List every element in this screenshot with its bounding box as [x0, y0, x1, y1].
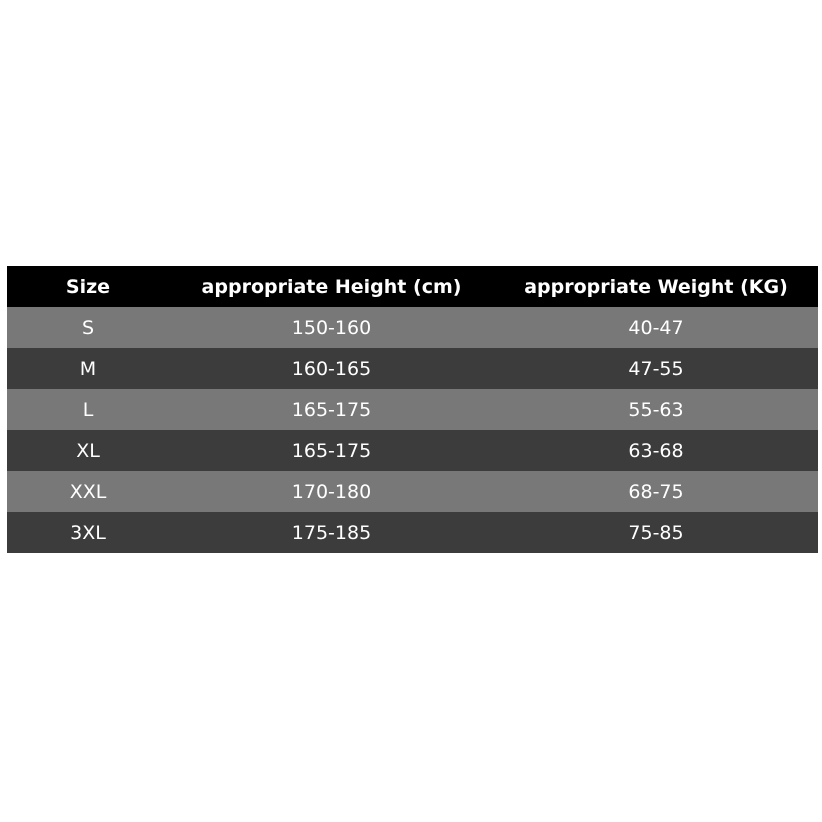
table-cell: 165-175	[169, 389, 494, 430]
table-row: M 160-165 47-55	[7, 348, 818, 389]
table-row: 3XL 175-185 75-85	[7, 512, 818, 553]
size-table: Size appropriate Height (cm) appropriate W…	[7, 266, 818, 553]
table-cell: 165-175	[169, 430, 494, 471]
table-cell: 63-68	[494, 430, 818, 471]
table-cell: S	[7, 307, 169, 348]
header-cell: appropriate Height (cm)	[169, 266, 494, 307]
table-cell: 40-47	[494, 307, 818, 348]
header-cell: appropriate Weight (KG)	[494, 266, 818, 307]
table-row: S 150-160 40-47	[7, 307, 818, 348]
header-row: Size appropriate Height (cm) appropriate W…	[7, 266, 818, 307]
table-cell: 75-85	[494, 512, 818, 553]
header-cell: Size	[7, 266, 169, 307]
table-row: XXL 170-180 68-75	[7, 471, 818, 512]
table-cell: XXL	[7, 471, 169, 512]
table-cell: 55-63	[494, 389, 818, 430]
table-row: L 165-175 55-63	[7, 389, 818, 430]
table-cell: XL	[7, 430, 169, 471]
table-cell: 150-160	[169, 307, 494, 348]
table-cell: 3XL	[7, 512, 169, 553]
table-cell: 160-165	[169, 348, 494, 389]
table-cell: L	[7, 389, 169, 430]
table-row: XL 165-175 63-68	[7, 430, 818, 471]
table-cell: 68-75	[494, 471, 818, 512]
table-cell: 170-180	[169, 471, 494, 512]
table-cell: M	[7, 348, 169, 389]
table-cell: 47-55	[494, 348, 818, 389]
table-cell: 175-185	[169, 512, 494, 553]
